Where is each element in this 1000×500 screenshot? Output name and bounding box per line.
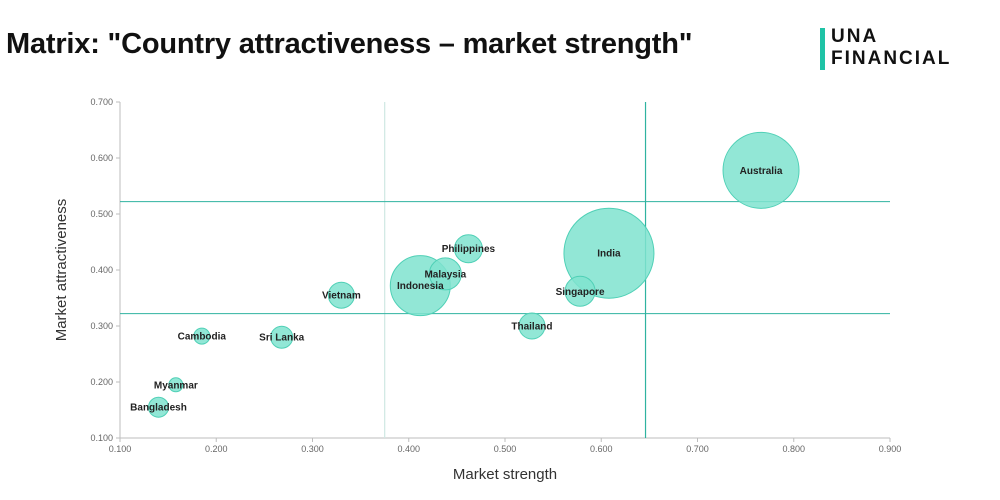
bubble-cambodia [193,327,211,345]
bubble-malaysia [428,257,462,291]
bubble-label-myanmar: Myanmar [154,380,198,391]
x-tick-label: 0.300 [301,444,324,454]
logo-accent-bar [820,28,825,70]
y-tick-label: 0.600 [90,153,113,163]
bubble-thailand [518,312,546,340]
bubble-vietnam [327,281,355,309]
bubble-label-malaysia: Malaysia [424,269,466,280]
bubble-label-singapore: Singapore [556,287,605,298]
x-tick-label: 0.700 [686,444,709,454]
una-financial-logo: UNA FINANCIAL [820,26,990,74]
x-tick-label: 0.900 [879,444,902,454]
bubble-label-australia: Australia [740,166,783,177]
bubble-label-bangladesh: Bangladesh [130,403,187,414]
y-tick-label: 0.700 [90,97,113,107]
chart-title: Matrix: "Country attractiveness – market… [6,28,693,60]
bubble-australia [722,131,800,209]
bubble-label-india: India [597,249,621,260]
bubble-singapore [564,275,596,307]
bubble-india [563,207,655,299]
x-tick-label: 0.600 [590,444,613,454]
bubble-label-vietnam: Vietnam [322,291,361,302]
x-tick-label: 0.100 [109,444,132,454]
y-tick-label: 0.300 [90,321,113,331]
bubble-label-philippines: Philippines [442,244,496,255]
bubble-bangladesh [148,396,169,418]
logo-text-una: UNA [831,26,879,47]
bubble-philippines [453,234,483,264]
bubble-label-cambodia: Cambodia [178,332,227,343]
x-tick-label: 0.200 [205,444,228,454]
bubble-label-sri-lanka: Sri Lanka [259,333,304,344]
logo-text-financial: FINANCIAL [831,48,952,69]
bubble-sri-lanka [270,325,294,349]
x-tick-label: 0.400 [397,444,420,454]
bubble-label-indonesia: Indonesia [397,281,444,292]
bubble-label-thailand: Thailand [511,322,552,333]
bubble-myanmar [168,377,184,393]
x-tick-label: 0.500 [494,444,517,454]
y-tick-label: 0.500 [90,209,113,219]
y-axis-title: Market attractiveness [53,199,70,342]
y-tick-label: 0.200 [90,377,113,387]
x-axis-title: Market strength [453,466,557,483]
x-tick-label: 0.800 [782,444,805,454]
y-tick-label: 0.100 [90,433,113,443]
y-tick-label: 0.400 [90,265,113,275]
